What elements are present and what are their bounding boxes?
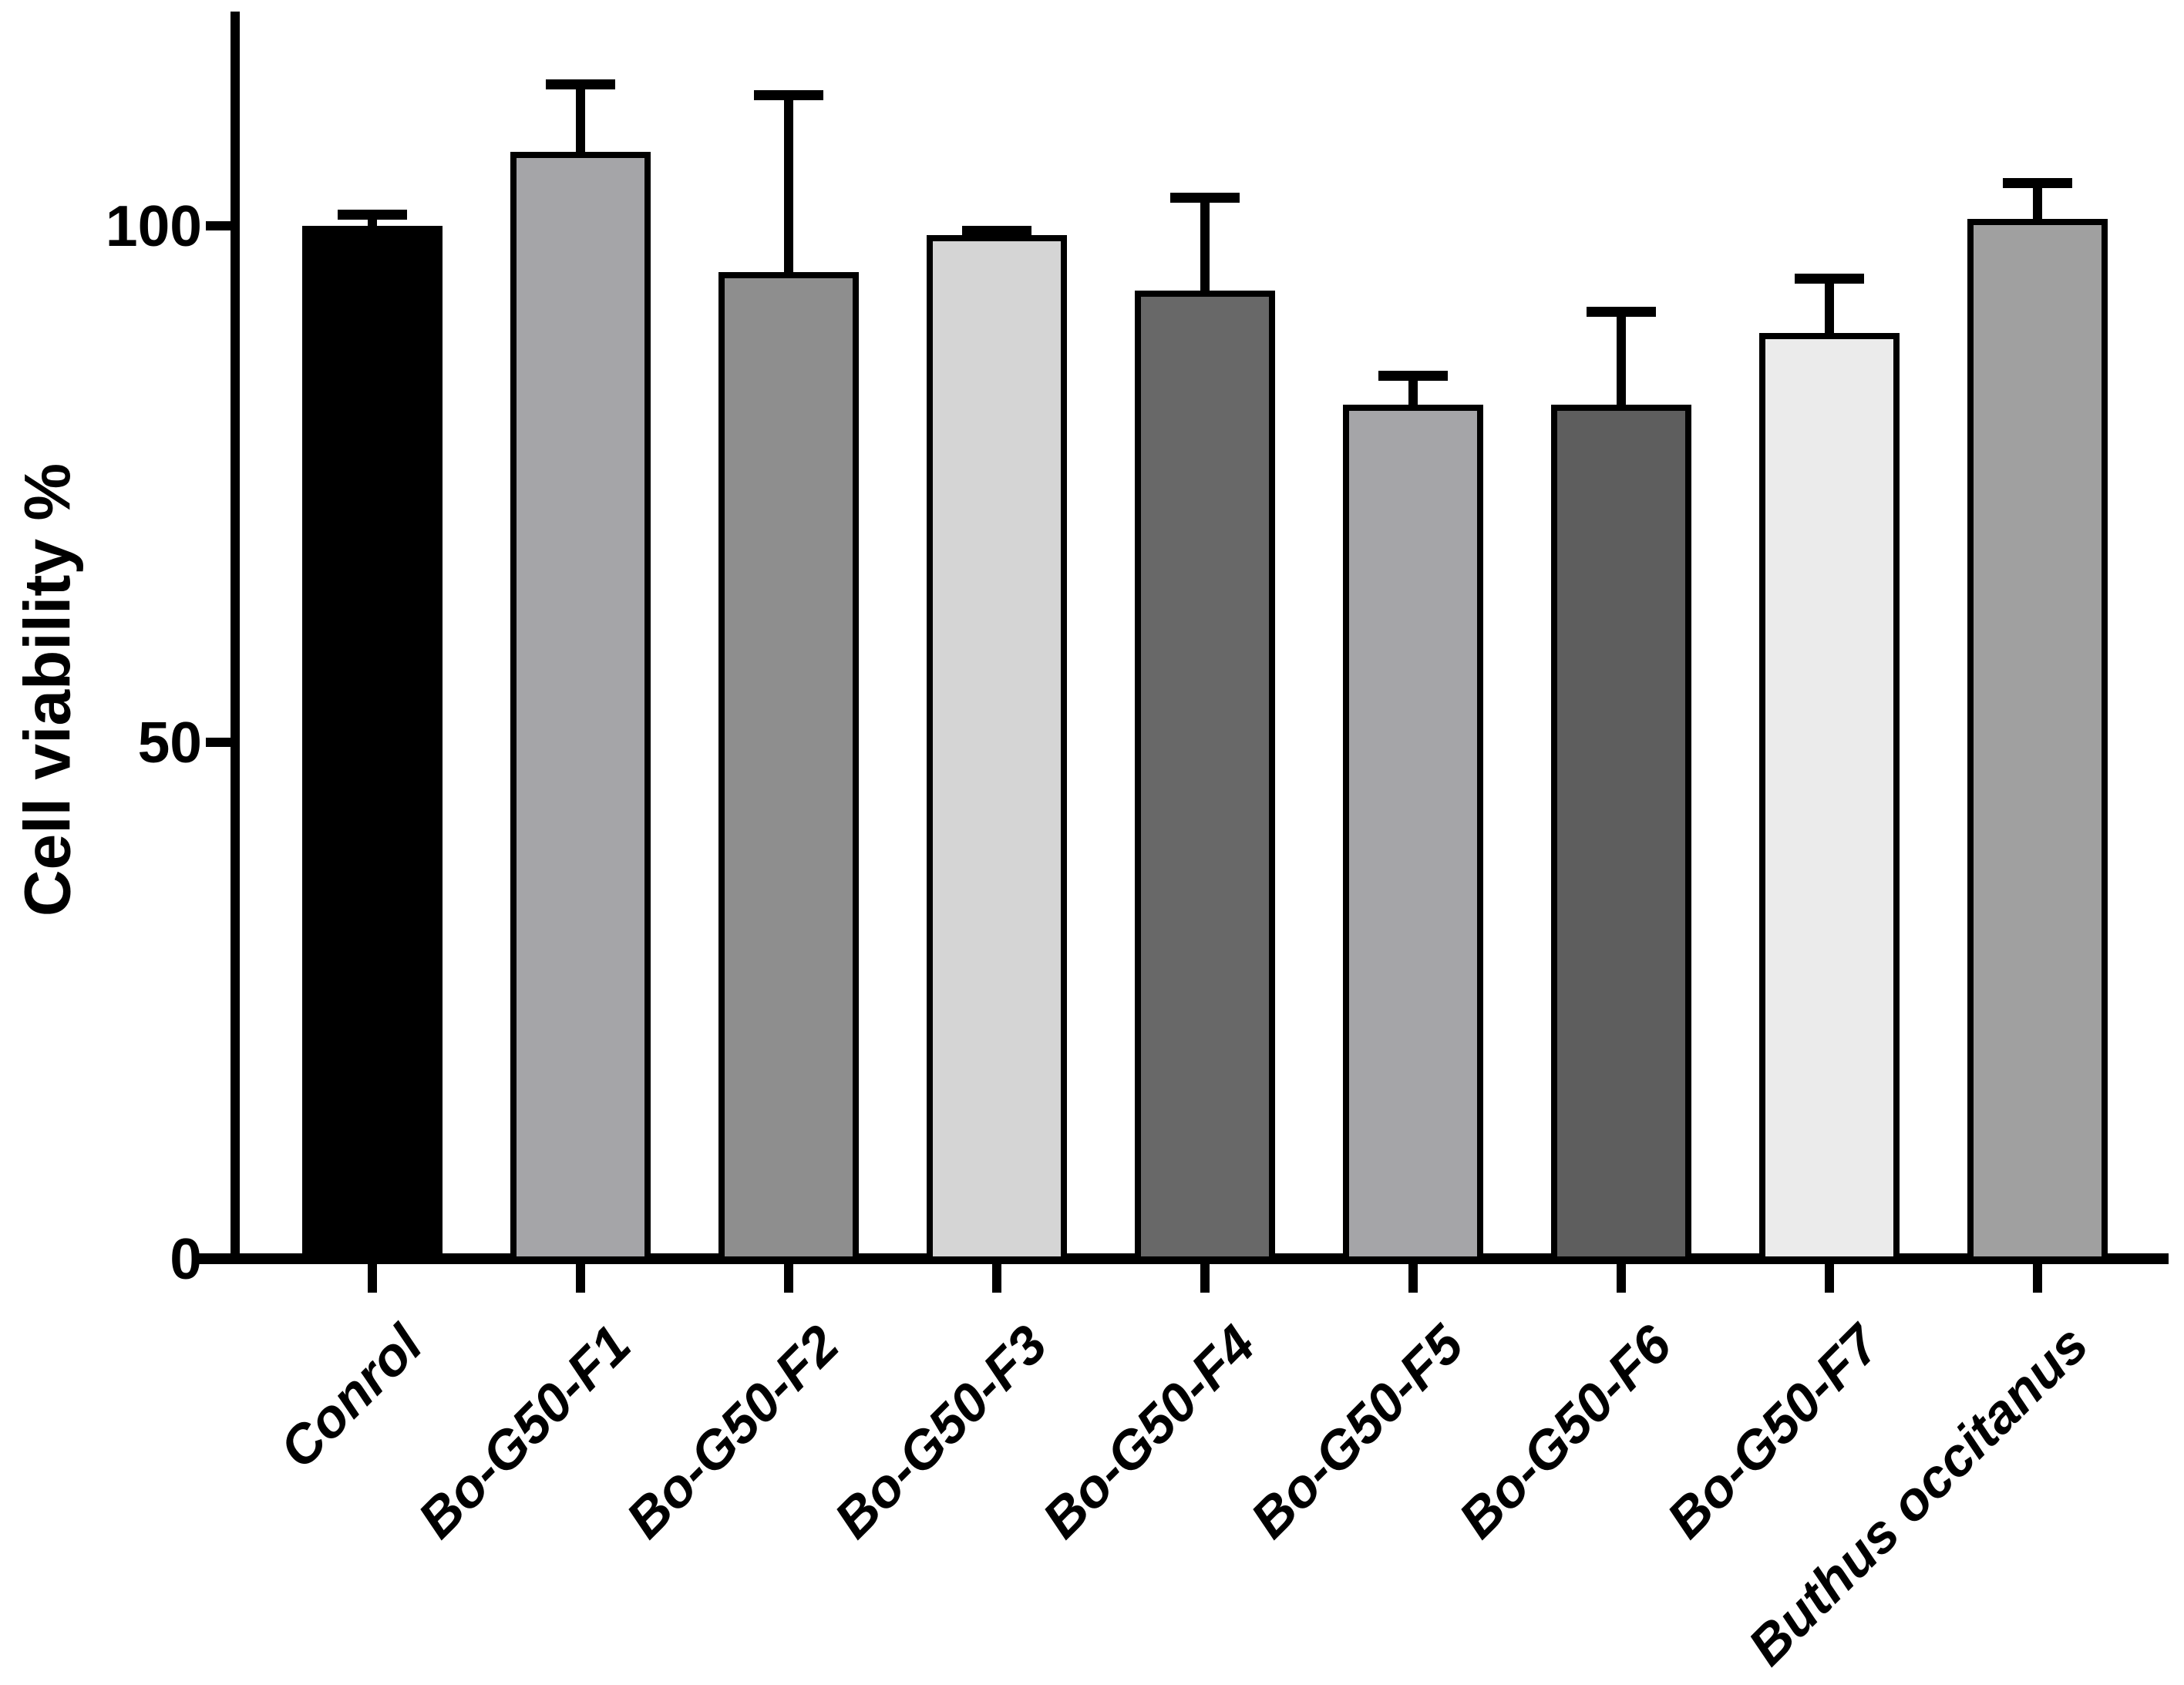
error-bar-cap	[1170, 193, 1240, 203]
bar-Bo-G50-F3	[927, 235, 1067, 1263]
error-bar-stem	[1408, 376, 1418, 409]
error-bar-cap	[1795, 273, 1864, 284]
x-tick-line	[1825, 1259, 1834, 1293]
x-category-label: Conrol	[268, 1313, 434, 1480]
x-tick-line	[1408, 1259, 1418, 1293]
bar-Bo-G50-F4	[1135, 291, 1275, 1263]
x-category-label: Buthus occitanus	[1736, 1313, 2099, 1677]
x-tick-line	[992, 1259, 1001, 1293]
x-tick-line	[784, 1259, 793, 1293]
y-tick-label: 0	[170, 1226, 202, 1291]
y-axis-title: Cell viability %	[11, 462, 84, 917]
x-tick-line	[368, 1259, 377, 1293]
y-tick-label: 100	[105, 193, 202, 258]
y-tick-label: 50	[137, 710, 202, 775]
y-tick-line	[206, 221, 235, 230]
bar-Conrol	[302, 226, 443, 1263]
error-bar-cap	[338, 209, 407, 220]
error-bar-stem	[1200, 199, 1210, 296]
bar-Bo-G50-F2	[718, 272, 859, 1263]
x-category-label: Bo-G50-F3	[823, 1313, 1058, 1550]
x-category-label: Bo-G50-F6	[1447, 1313, 1683, 1550]
error-bar-cap	[2003, 178, 2072, 189]
error-bar-cap	[962, 226, 1031, 236]
error-bar-stem	[1617, 312, 1626, 409]
x-category-label: Bo-G50-F4	[1031, 1313, 1267, 1550]
error-bar-cap	[1587, 306, 1656, 317]
error-bar-stem	[576, 85, 585, 156]
x-tick-line	[1617, 1259, 1626, 1293]
error-bar-cap	[546, 79, 615, 89]
bar-Bo-G50-F1	[510, 151, 651, 1263]
bar-Bo-G50-F7	[1759, 333, 1900, 1263]
bar-Buthus occitanus	[1967, 218, 2108, 1263]
y-axis-line	[231, 12, 240, 1264]
bar-Bo-G50-F6	[1551, 404, 1691, 1263]
error-bar-cap	[754, 90, 823, 101]
y-tick-line	[206, 738, 235, 747]
error-bar-stem	[1825, 279, 1834, 338]
x-category-label: Bo-G50-F2	[614, 1313, 850, 1550]
error-bar-stem	[784, 96, 793, 277]
x-category-label: Bo-G50-F1	[406, 1313, 642, 1550]
bar-Bo-G50-F5	[1343, 404, 1483, 1263]
error-bar-stem	[2033, 184, 2042, 224]
error-bar-cap	[1378, 370, 1448, 381]
x-tick-line	[2033, 1259, 2042, 1293]
x-category-label: Bo-G50-F5	[1239, 1313, 1475, 1550]
x-tick-line	[576, 1259, 585, 1293]
x-tick-line	[1200, 1259, 1210, 1293]
